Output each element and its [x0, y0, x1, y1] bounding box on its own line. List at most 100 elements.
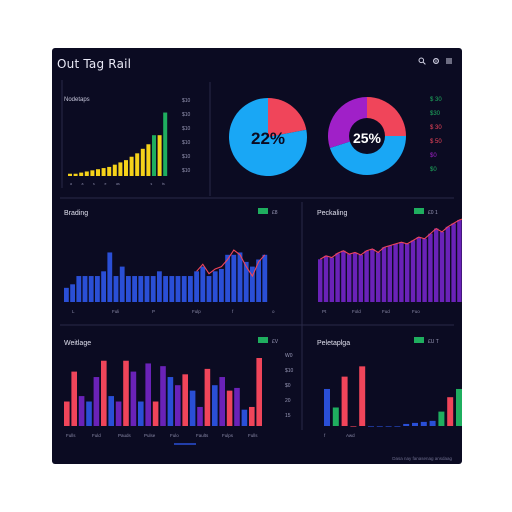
chart-5-bar	[113, 276, 119, 302]
chart-5-bar	[243, 261, 249, 302]
chart-7-bar	[212, 385, 218, 426]
chart-5-bar	[101, 271, 106, 302]
chart-6-bar	[434, 228, 439, 302]
chart-6-bar	[457, 219, 462, 302]
chart-6-bar	[381, 247, 387, 302]
chart-8-bar	[368, 426, 374, 427]
chart-1-bar	[146, 144, 151, 176]
chart-1-bar	[124, 160, 128, 176]
pie-2-hole	[349, 118, 385, 154]
chart-7-right-label: 15	[285, 413, 291, 419]
chart-5-bar	[237, 252, 243, 302]
chart-1-bar	[140, 148, 145, 176]
chart-5-bar	[132, 276, 137, 302]
chart-8-legend-tag: £U T	[428, 339, 439, 345]
footer-text: Dasa nay fanasenag ansdaag	[392, 456, 452, 461]
chart-6-bar	[387, 245, 392, 302]
chart-7-bar	[101, 360, 107, 426]
chart-5-bar	[188, 276, 193, 302]
chart-5-x-tick: f	[232, 309, 234, 314]
chart-1-right-label: $10	[182, 140, 191, 146]
chart-7-x-tick: Fulo	[170, 433, 179, 438]
chart-7-bar	[189, 390, 196, 426]
chart-1-x-tick: s	[93, 182, 95, 186]
chart-6-bar	[335, 253, 340, 302]
chart-6-bar	[370, 249, 375, 302]
chart-8-x-tick: Awd	[346, 433, 355, 438]
chart-7-bar	[145, 363, 151, 426]
chart-1-right-label: $10	[182, 112, 191, 118]
chart-6-bar	[341, 250, 346, 302]
chart-7-right-label: 20	[285, 398, 291, 404]
chart-5-bar	[126, 276, 131, 302]
chart-7-bar	[219, 377, 225, 426]
chart-6-bar	[422, 238, 427, 302]
chart-8-bar	[456, 388, 462, 426]
chart-7-bar	[197, 406, 203, 426]
chart-6-bar	[428, 233, 433, 302]
pie-1-slice	[229, 98, 307, 176]
chart-7-title: Weitlage	[64, 340, 91, 347]
table-value: $0	[430, 167, 437, 173]
chart-5-bar	[76, 276, 82, 302]
chart-6-bar	[352, 252, 358, 302]
chart-6-bar	[451, 223, 456, 302]
chart-1-bar	[129, 156, 134, 176]
chart-1-bar	[163, 112, 168, 176]
chart-1-bar	[118, 162, 123, 176]
table-value: $ 50	[430, 139, 442, 145]
pie-2-slice	[329, 136, 406, 176]
chart-7-x-tick: Fuld	[92, 433, 101, 438]
chart-6-bar	[399, 242, 404, 302]
chart-5-bar	[163, 276, 168, 302]
chart-7-bar	[130, 371, 137, 426]
chart-5-x-tick: P	[152, 309, 155, 314]
chart-1-x-tick: ts	[162, 182, 165, 186]
chart-8-title: Peletaplga	[317, 340, 350, 347]
chart-5-bar	[82, 276, 88, 302]
chart-6-bar	[445, 226, 450, 302]
chart-8-bar	[385, 426, 392, 427]
chart-1-title: Nodetaps	[64, 97, 90, 103]
chart-5-bar	[119, 266, 125, 302]
menu-icon[interactable]	[445, 57, 453, 67]
chart-6-bar	[347, 254, 352, 302]
chart-7-bar	[115, 401, 122, 426]
chart-6-bar	[439, 231, 445, 302]
chart-8-bar	[412, 422, 418, 426]
chart-1-x-tick: s	[151, 182, 153, 186]
chart-5-x-tick: o	[272, 309, 275, 314]
chart-8-bar	[350, 426, 357, 427]
chart-6-bar	[358, 255, 363, 302]
pie-2-center-label: 25%	[353, 130, 382, 146]
chart-8-bar	[420, 421, 427, 426]
chart-7-bar	[108, 396, 114, 426]
pie-1-slice	[268, 98, 307, 137]
chart-1-right-label: $10	[182, 154, 191, 160]
chart-7-legend-swatch	[258, 337, 268, 343]
chart-6-title: Peckaling	[317, 210, 347, 217]
chart-6-bar	[393, 243, 398, 302]
chart-1-bar	[79, 172, 84, 176]
chart-1-bar	[152, 135, 156, 176]
chart-5-bar	[181, 276, 187, 302]
chart-1-bar	[112, 164, 117, 176]
chart-7-bar	[182, 374, 188, 426]
chart-5-bar	[175, 276, 181, 302]
chart-5-x-tick: Fuli	[112, 309, 119, 314]
settings-icon[interactable]	[432, 57, 440, 67]
chart-7-right-label: $0	[285, 383, 291, 389]
chart-1-right-label: $10	[182, 168, 191, 174]
chart-6-legend-swatch	[414, 208, 424, 214]
chart-6-bar	[364, 250, 369, 302]
chart-6-bar	[376, 252, 381, 302]
chart-7-bar	[234, 387, 240, 426]
table-value: $0	[430, 153, 437, 159]
chart-7-legend-tag: £V	[272, 339, 279, 345]
search-icon[interactable]	[418, 57, 426, 67]
chart-5-x-tick: Fulp	[192, 309, 201, 314]
chart-5-bar	[64, 287, 69, 302]
chart-1-x-tick: as	[116, 182, 120, 186]
chart-5-bar	[219, 268, 224, 302]
chart-5-bar	[88, 276, 94, 302]
